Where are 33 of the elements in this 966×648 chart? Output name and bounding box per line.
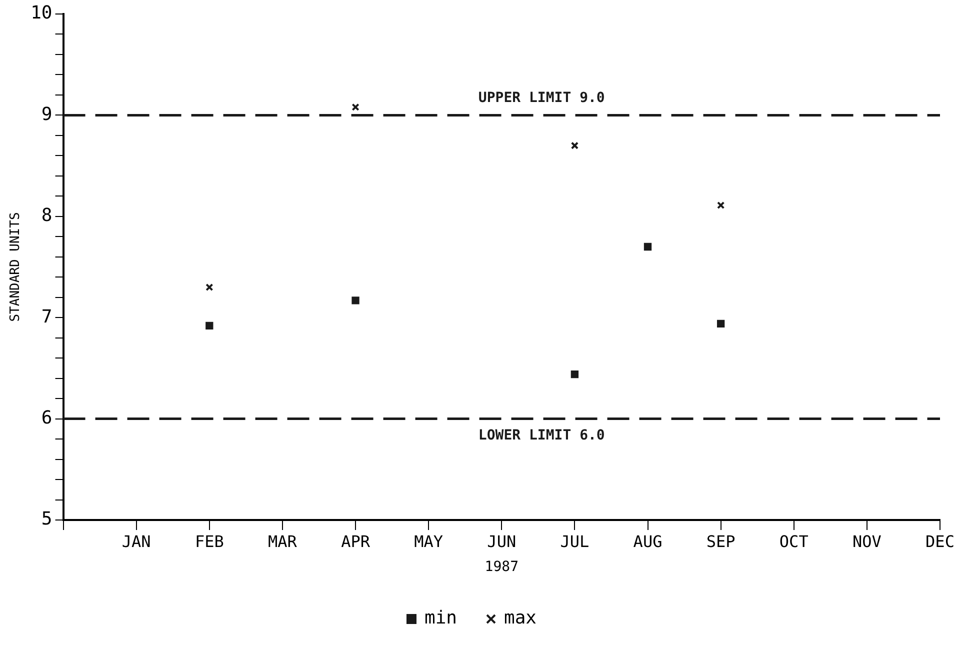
legend-label: min bbox=[424, 608, 458, 629]
x-tick-label: AUG bbox=[633, 532, 662, 551]
x-tick-label: FEB bbox=[194, 532, 224, 551]
y-tick-label: 5 bbox=[41, 508, 52, 530]
point bbox=[716, 320, 725, 328]
legend-label: max bbox=[504, 608, 537, 629]
x-tick-label: NOV bbox=[852, 532, 882, 551]
point bbox=[352, 296, 360, 304]
point bbox=[716, 201, 725, 210]
x-tick-label: SEP bbox=[706, 532, 736, 551]
y-tick-label: 8 bbox=[41, 205, 52, 226]
point bbox=[206, 283, 214, 292]
y-tick-label: 7 bbox=[41, 306, 52, 328]
y-tick-label: 10 bbox=[30, 2, 52, 24]
y-tick-label: 9 bbox=[41, 104, 52, 125]
x-tick-label: MAY bbox=[414, 532, 444, 551]
y-axis-title: STANDARD UNITS bbox=[8, 212, 24, 322]
ref-line-label: LOWER LIMIT 6.0 bbox=[478, 427, 605, 444]
point bbox=[206, 322, 214, 330]
point bbox=[644, 242, 652, 251]
x-tick-label: APR bbox=[341, 532, 370, 551]
x-tick-label: OCT bbox=[779, 532, 809, 551]
ref-line-label: UPPER LIMIT 9.0 bbox=[478, 90, 605, 106]
point bbox=[570, 142, 579, 150]
x-axis-title: 1987 bbox=[484, 559, 518, 576]
x-tick-label: MAR bbox=[268, 532, 298, 551]
x-tick-label: JAN bbox=[122, 532, 151, 551]
x-tick-label: JUL bbox=[560, 532, 590, 551]
point bbox=[352, 103, 360, 111]
y-tick-label: 6 bbox=[41, 407, 52, 428]
x-tick-label: JUN bbox=[487, 532, 516, 551]
point bbox=[570, 370, 579, 378]
x-tick-label: DEC bbox=[926, 532, 954, 551]
